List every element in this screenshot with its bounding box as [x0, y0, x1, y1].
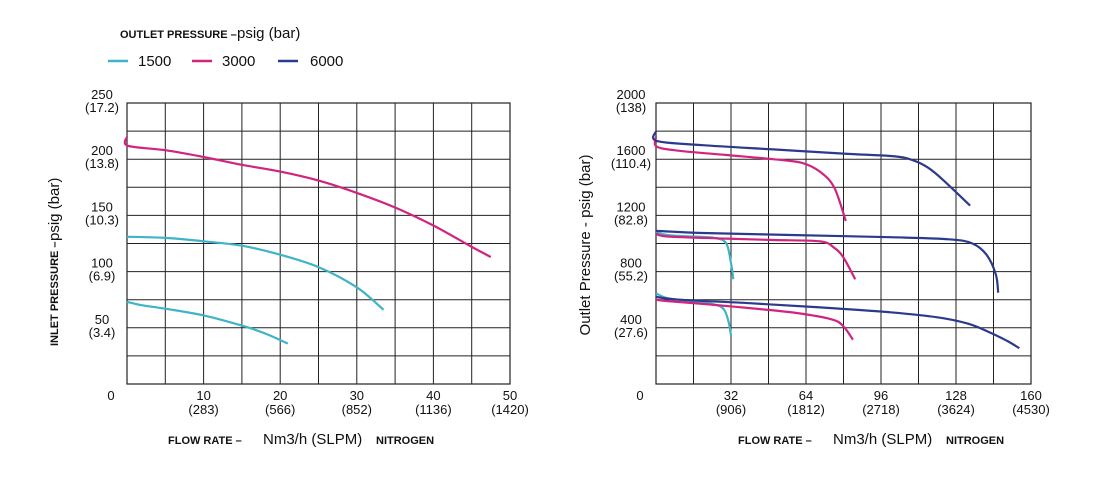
- origin-label: 0: [636, 388, 643, 403]
- y-axis-label-unit: psig (bar): [46, 178, 63, 241]
- x-tick-sublabel: (852): [342, 402, 372, 417]
- y-tick-label: 200: [91, 143, 113, 158]
- y-tick-sublabel: (82.8): [614, 212, 648, 227]
- legend: OUTLET PRESSURE – psig (bar) 1500 3000 6…: [108, 25, 343, 70]
- x-tick-sublabel: (3624): [937, 402, 975, 417]
- y-tick-sublabel: (27.6): [614, 325, 648, 340]
- x-tick-sublabel: (1136): [415, 402, 452, 417]
- series-line-3000: [655, 298, 854, 341]
- y-tick-sublabel: (55.2): [614, 269, 648, 284]
- x-tick-label: 10: [196, 388, 210, 403]
- x-tick-label: 40: [426, 388, 440, 403]
- legend-label-6000: 6000: [310, 53, 343, 70]
- y-tick-label: 1600: [617, 143, 646, 158]
- chart-grid-right: [656, 103, 1031, 384]
- series-line-1500: [126, 235, 385, 311]
- x-axis-label-suffix: NITROGEN: [376, 435, 434, 447]
- y-tick-sublabel: (138): [616, 100, 646, 115]
- series-line-6000: [655, 229, 1000, 293]
- x-tick-sublabel: (1812): [787, 402, 825, 417]
- x-tick-label: 64: [799, 388, 813, 403]
- outlet-pressure-chart: 0 32(906) 64(1812) 96(2718) 128(3624) 160(453…: [577, 87, 1050, 448]
- x-axis-label-unit: Nm3/h (SLPM): [263, 431, 362, 448]
- x-tick-sublabel: (283): [188, 402, 218, 417]
- series-line-6000: [655, 295, 1020, 350]
- x-tick-label: 50: [503, 388, 517, 403]
- chart-grid-left: [127, 103, 510, 384]
- x-tick-label: 160: [1020, 388, 1042, 403]
- y-axis-label-left: INLET PRESSURE – psig (bar): [46, 178, 63, 346]
- y-axis-label-prefix: INLET PRESSURE –: [49, 241, 61, 346]
- x-tick-sublabel: (4530): [1012, 402, 1050, 417]
- x-tick-label: 128: [945, 388, 967, 403]
- y-tick-label: 250: [91, 87, 113, 102]
- inlet-pressure-chart: 0 10(283)20(566)30(852)40(1136)50(1420)50…: [46, 87, 529, 448]
- x-tick-sublabel: (566): [265, 402, 295, 417]
- y-tick-label: 100: [91, 256, 113, 271]
- y-tick-sublabel: (10.3): [85, 212, 119, 227]
- y-tick-sublabel: (17.2): [85, 100, 119, 115]
- x-axis-label-right: FLOW RATE – Nm3/h (SLPM) NITROGEN: [738, 431, 1004, 448]
- x-tick-label: 20: [273, 388, 287, 403]
- x-tick-label: 30: [350, 388, 364, 403]
- legend-title-prefix: OUTLET PRESSURE –: [120, 29, 237, 41]
- y-axis-label-right: Outlet Pressure - psig (bar): [577, 155, 594, 336]
- ticks-right: 0 32(906) 64(1812) 96(2718) 128(3624) 160(453…: [611, 87, 1050, 417]
- y-tick-sublabel: (110.4): [611, 156, 651, 171]
- ticks-left: 0 10(283)20(566)30(852)40(1136)50(1420)50…: [85, 87, 529, 417]
- legend-label-3000: 3000: [222, 53, 255, 70]
- y-tick-label: 400: [620, 312, 642, 327]
- y-tick-label: 50: [95, 312, 109, 327]
- y-tick-sublabel: (6.9): [89, 269, 116, 284]
- x-tick-label: 32: [724, 388, 738, 403]
- y-tick-label: 150: [91, 199, 113, 214]
- series-line-3000: [123, 136, 492, 258]
- x-tick-sublabel: (2718): [862, 402, 900, 417]
- y-tick-label: 2000: [617, 87, 646, 102]
- legend-label-1500: 1500: [138, 53, 171, 70]
- x-tick-sublabel: (906): [716, 402, 746, 417]
- x-axis-label-prefix: FLOW RATE –: [738, 435, 812, 447]
- y-tick-sublabel: (3.4): [89, 325, 116, 340]
- chart-frame-right: [655, 102, 1032, 385]
- curves-right: [651, 130, 1020, 350]
- curves-left: [123, 136, 492, 345]
- x-tick-label: 96: [874, 388, 888, 403]
- x-axis-label-prefix: FLOW RATE –: [168, 435, 242, 447]
- series-line-1500: [126, 300, 289, 345]
- legend-title-unit: psig (bar): [237, 25, 300, 42]
- series-line-6000: [651, 130, 971, 207]
- origin-label: 0: [107, 388, 114, 403]
- y-tick-label: 1200: [617, 199, 646, 214]
- y-axis-label-text: Outlet Pressure - psig (bar): [577, 155, 594, 336]
- x-tick-sublabel: (1420): [491, 402, 529, 417]
- y-tick-sublabel: (13.8): [85, 156, 119, 171]
- chart-frame-left: [126, 102, 511, 385]
- y-tick-label: 800: [620, 256, 642, 271]
- x-axis-label-left: FLOW RATE – Nm3/h (SLPM) NITROGEN: [168, 431, 434, 448]
- x-axis-label-suffix: NITROGEN: [946, 435, 1004, 447]
- x-axis-label-unit: Nm3/h (SLPM): [833, 431, 932, 448]
- series-line-3000: [653, 136, 847, 222]
- series-line-3000: [655, 232, 857, 280]
